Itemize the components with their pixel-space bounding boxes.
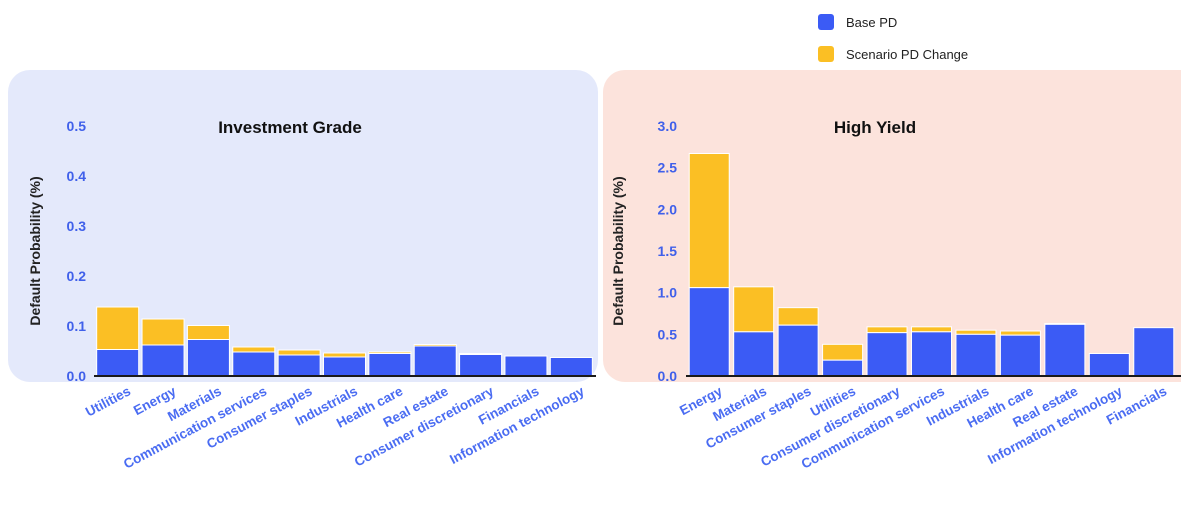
investment-grade-panel: Investment Grade Default Probability (%) 0… [8,70,598,472]
investment-grade-bar-base-industrials [323,356,366,377]
investment-grade-bar-base-real-estate [413,345,457,377]
high-yield-bar-base-consumer-discretionary [866,332,908,377]
investment-grade-y-tick-label: 0.2 [67,268,87,284]
legend: Base PD Scenario PD Change [818,14,968,62]
investment-grade-bar-base-communication-services [232,351,276,377]
investment-grade-bar-base-utilities [96,349,140,377]
investment-grade-bar-scenario-utilities [96,306,140,350]
high-yield-y-axis-label: Default Probability (%) [610,176,626,325]
investment-grade-bar-base-materials [186,339,230,377]
legend-label-scenario-pd-change: Scenario PD Change [846,47,968,62]
legend-swatch-base-pd [818,14,834,30]
investment-grade-bar-base-information-technology [549,357,593,377]
high-yield-y-tick-label: 0.0 [658,368,678,384]
high-yield-bar-base-information-technology [1088,353,1130,377]
high-yield-y-tick-label: 2.0 [658,201,678,217]
high-yield-bar-scenario-utilities [822,343,864,361]
legend-swatch-scenario-pd-change [818,46,834,62]
high-yield-bar-scenario-consumer-staples [777,307,819,326]
investment-grade-bar-base-energy [141,344,185,377]
high-yield-bar-scenario-industrials [955,329,997,335]
high-yield-bar-scenario-consumer-discretionary [866,326,908,334]
investment-grade-bar-base-financials [504,355,548,377]
investment-grade-bar-scenario-industrials [323,352,366,358]
investment-grade-y-tick-label: 0.4 [67,168,87,184]
investment-grade-title: Investment Grade [218,118,362,137]
investment-grade-category-label-utilities: Utilities [83,383,133,419]
high-yield-y-tick-label: 3.0 [658,118,678,134]
high-yield-y-tick-label: 0.5 [658,326,678,342]
investment-grade-bar-base-consumer-staples [277,354,321,377]
investment-grade-bar-base-health-care [368,353,412,377]
investment-grade-bar-scenario-energy [141,318,185,346]
investment-grade-bar-scenario-consumer-staples [277,349,321,356]
high-yield-bar-base-utilities [822,359,864,377]
high-yield-bar-base-financials [1133,327,1175,377]
investment-grade-y-tick-label: 0.1 [67,318,87,334]
legend-label-base-pd: Base PD [846,15,897,30]
investment-grade-y-tick-label: 0.3 [67,218,87,234]
high-yield-bar-scenario-communication-services [911,326,952,333]
high-yield-y-tick-label: 2.5 [658,160,678,176]
high-yield-bar-scenario-energy [688,153,730,289]
high-yield-y-tick-label: 1.0 [658,285,678,301]
high-yield-bar-base-materials [733,331,775,377]
high-yield-bar-scenario-materials [733,286,775,333]
high-yield-panel: High Yield Default Probability (%) 0.0 0.5 1… [603,70,1181,472]
high-yield-bar-scenario-health-care [999,330,1041,336]
investment-grade-bar-base-consumer-discretionary [459,354,503,377]
high-yield-bar-base-communication-services [911,331,952,377]
investment-grade-y-axis-label: Default Probability (%) [27,176,43,325]
high-yield-title: High Yield [834,118,916,137]
high-yield-bar-base-consumer-staples [777,324,819,377]
investment-grade-bar-scenario-communication-services [232,346,276,353]
high-yield-bar-base-energy [688,287,730,377]
high-yield-bar-base-health-care [999,334,1041,377]
investment-grade-background [8,70,598,382]
investment-grade-bar-scenario-materials [186,325,230,340]
high-yield-bar-base-industrials [955,333,997,377]
high-yield-y-tick-label: 1.5 [658,243,678,259]
high-yield-bar-base-real-estate [1044,323,1086,377]
investment-grade-y-tick-label: 0.5 [67,118,87,134]
investment-grade-y-tick-label: 0.0 [67,368,87,384]
